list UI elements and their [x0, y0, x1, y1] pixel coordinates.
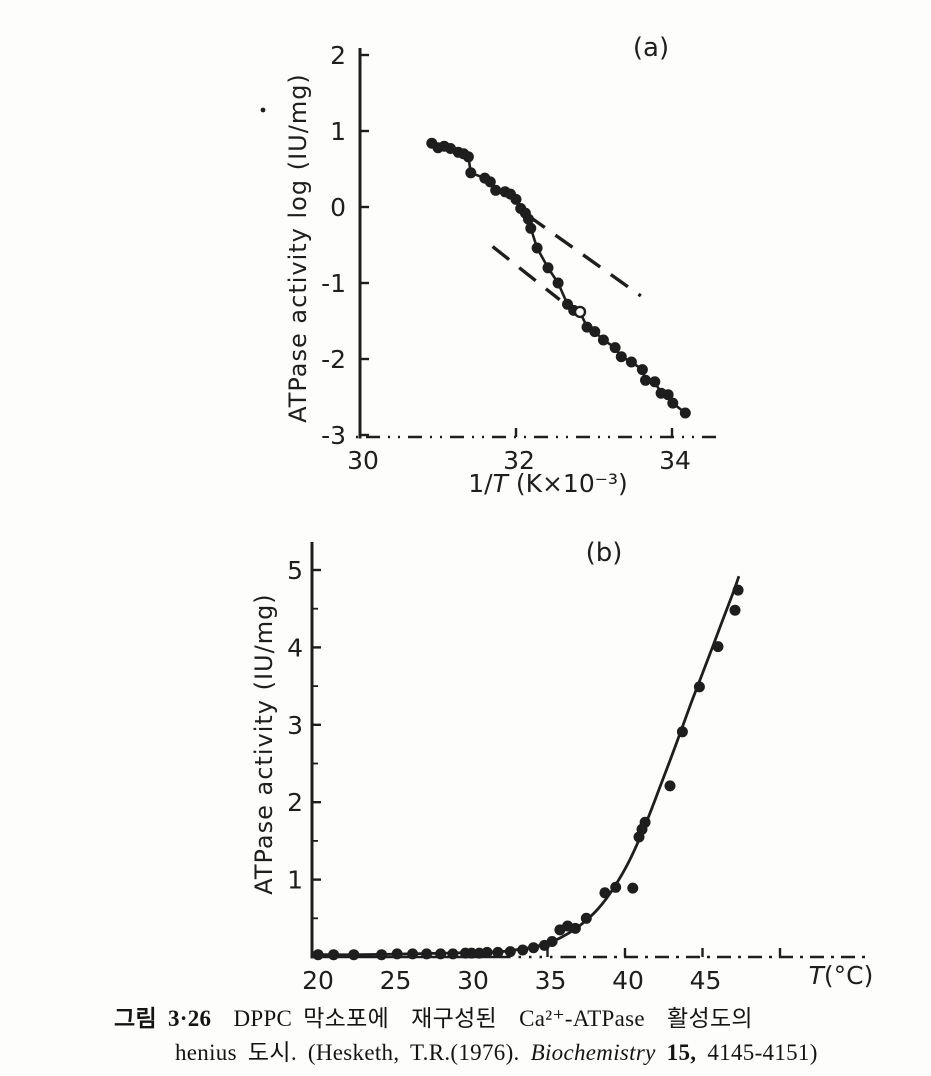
- panel-b-data-point: [376, 949, 388, 961]
- caption-text: [656, 1040, 667, 1065]
- panel-a-data-point: [465, 167, 477, 179]
- panel-b-data-point: [627, 882, 639, 894]
- panel-b-data-point: [348, 949, 360, 961]
- caption-text: 그림 3·26: [114, 1006, 212, 1031]
- panel-a-y-tick-label: 1: [330, 117, 346, 146]
- panel-a-y-axis-label: ATPase activity log (IU/mg): [284, 73, 312, 423]
- panel-a-data-point: [589, 326, 601, 338]
- panel-b-data-point: [639, 816, 651, 828]
- panel-a-letter: (a): [633, 33, 669, 63]
- panel-a-data-point: [597, 334, 609, 346]
- panel-a-data-point: [615, 351, 627, 363]
- panel-b-x-tick-label: 30: [457, 966, 489, 995]
- panel-b-y-axis-label: ATPase activity (IU/mg): [250, 593, 278, 894]
- panel-b-data-point: [732, 584, 744, 596]
- panel-a-data-point: [523, 213, 534, 225]
- panel-b-data-point: [391, 948, 403, 960]
- panel-a-data-point: [667, 397, 679, 409]
- panel-b-data-point: [504, 946, 516, 958]
- panel-a-data-point: [625, 356, 637, 368]
- panel-a-y-tick-label: -2: [321, 345, 346, 374]
- panel-a-data-point: [490, 184, 502, 196]
- panel-a-dashed-trend-line: [491, 245, 561, 302]
- panel-a-dashed-trend-line: [526, 213, 642, 298]
- panel-a-y-tick-label: 2: [330, 41, 346, 70]
- panel-b-fitted-curve: [319, 575, 741, 957]
- panel-b-x-axis-label: T(°C): [809, 961, 874, 990]
- panel-b-data-point: [528, 942, 539, 954]
- panel-b-y-tick-label: 4: [287, 633, 303, 662]
- panel-b-data-point: [421, 948, 433, 960]
- panel-b-data-point: [610, 881, 622, 893]
- panel-a-data-point: [531, 242, 543, 254]
- panel-b-data-point: [729, 604, 741, 616]
- panel-a-data-point: [552, 277, 564, 289]
- panel-b-data-point: [664, 780, 676, 792]
- caption-text: Biochemistry: [530, 1040, 656, 1065]
- caption-text: 4145-4151): [696, 1040, 818, 1065]
- panel-b-data-point: [599, 887, 611, 899]
- panel-b-data-point: [407, 948, 419, 960]
- panel-a-y-tick-label: -1: [321, 269, 346, 298]
- panel-a-data-point: [510, 193, 522, 205]
- panel-a-data-point: [609, 342, 621, 354]
- panel-a-data-point-open: [573, 305, 587, 319]
- panel-b-data-point: [492, 946, 504, 958]
- panel-b-data-point: [481, 946, 493, 958]
- panel-b-data-point: [517, 944, 529, 956]
- panel-b-data-point: [676, 726, 688, 738]
- panel-b-x-tick-label: 40: [612, 966, 644, 995]
- panel-a-data-point: [636, 364, 648, 376]
- panel-b-x-tick-label: 45: [690, 966, 722, 995]
- panel-a-data-point: [484, 176, 496, 188]
- panel-b-data-point: [447, 948, 459, 960]
- panel-a-data-point: [662, 389, 674, 401]
- caption-text: 15,: [666, 1040, 697, 1065]
- panel-b-y-tick-label: 3: [287, 711, 303, 740]
- panel-b-data-point: [312, 949, 324, 961]
- caption-text: henius 도시. (Hesketh, T.R.(1976).: [175, 1040, 531, 1065]
- panel-b-letter: (b): [586, 538, 623, 568]
- caption-text: DPPC 막소포에 재구성된 Ca²⁺-ATPase 활성도의: [211, 1006, 753, 1031]
- panel-a-data-point: [679, 407, 691, 419]
- panel-a-data-point: [649, 376, 661, 388]
- panel-a-data-point: [462, 151, 474, 163]
- panel-b-x-tick-label: 25: [380, 966, 412, 995]
- panel-a-x-tick-label: 34: [659, 446, 691, 475]
- panel-b-x-tick-label: 20: [302, 966, 334, 995]
- panel-a-data-point: [525, 222, 537, 234]
- ink-speck: [260, 107, 266, 113]
- panel-a-y-tick-label: -3: [321, 421, 346, 450]
- figure-caption: 그림 3·26 DPPC 막소포에 재구성된 Ca²⁺-ATPase 활성도의 …: [0, 1002, 931, 1070]
- panel-b-data-point: [546, 936, 558, 947]
- panel-b-y-tick-label: 2: [287, 788, 303, 817]
- panel-b-data-point: [328, 949, 340, 961]
- panel-b-x-tick-label: 35: [535, 966, 567, 995]
- panel-a-y-tick-label: 0: [330, 193, 346, 222]
- panel-a-x-axis-label: 1/T (K×10⁻³): [468, 469, 627, 498]
- panel-b-data-point: [580, 912, 592, 924]
- caption-line-1: 그림 3·26 DPPC 막소포에 재구성된 Ca²⁺-ATPase 활성도의: [0, 1002, 931, 1036]
- caption-line-2: henius 도시. (Hesketh, T.R.(1976). Biochem…: [0, 1036, 931, 1070]
- panel-a-data-point: [640, 374, 651, 386]
- panel-b-data-point: [569, 922, 581, 934]
- panel-a-data-point: [542, 262, 554, 274]
- panel-b-y-tick-label: 1: [287, 866, 303, 895]
- panel-a-x-tick-label: 32: [503, 446, 535, 475]
- panel-b-data-point: [693, 681, 705, 693]
- panel-a-x-tick-label: 30: [347, 446, 379, 475]
- panel-b-data-point: [435, 948, 447, 960]
- panel-b-data-point: [712, 641, 724, 653]
- panel-b-y-tick-label: 5: [287, 556, 303, 585]
